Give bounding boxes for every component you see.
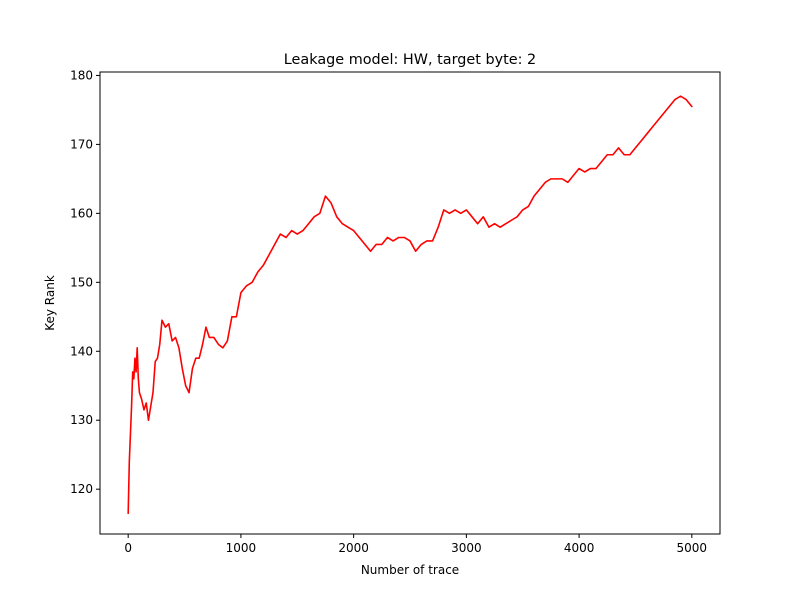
y-tick-label: 160 [70, 206, 93, 220]
y-tick-label: 170 [70, 137, 93, 151]
chart-title: Leakage model: HW, target byte: 2 [284, 52, 536, 68]
x-tick-label: 5000 [677, 541, 708, 555]
y-tick-label: 130 [70, 413, 93, 427]
y-axis-label: Key Rank [43, 275, 57, 331]
y-tick-label: 120 [70, 482, 93, 496]
y-tick-label: 140 [70, 344, 93, 358]
y-tick-label: 150 [70, 275, 93, 289]
x-tick-label: 4000 [564, 541, 595, 555]
x-axis-label: Number of trace [361, 563, 459, 577]
x-tick-label: 0 [124, 541, 132, 555]
plot-area [99, 71, 721, 535]
x-tick-label: 3000 [451, 541, 482, 555]
plot-frame [99, 71, 721, 535]
y-tick-label: 180 [70, 68, 93, 82]
series-line-0 [127, 95, 693, 515]
x-tick-label: 1000 [226, 541, 257, 555]
x-axis: 0 1000 2000 3000 4000 5000 [124, 534, 707, 555]
x-tick-label: 2000 [338, 541, 369, 555]
y-axis: 120 130 140 150 160 170 180 [70, 68, 100, 496]
